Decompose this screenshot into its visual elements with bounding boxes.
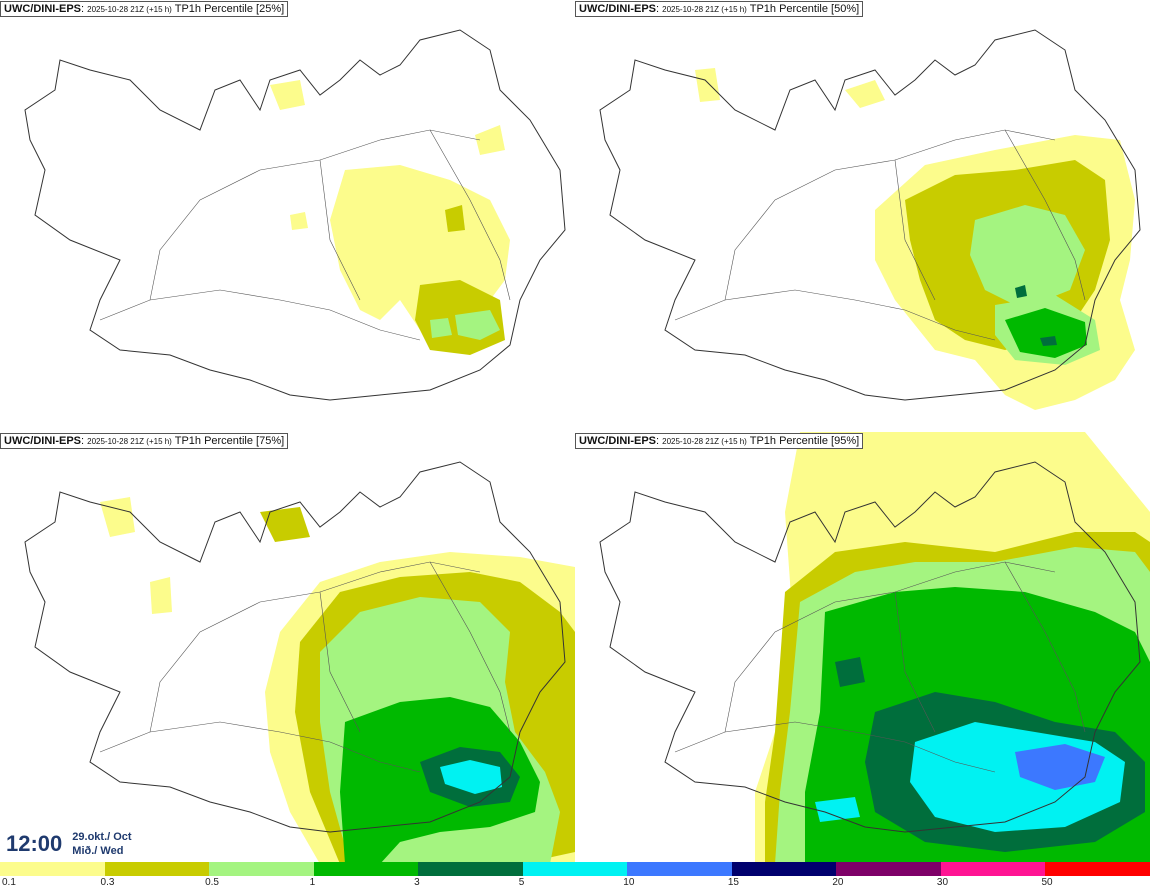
legend-swatch (940, 862, 1046, 876)
roads (99, 561, 511, 773)
run-time: 2025-10-28 21Z (+15 h) (662, 437, 747, 446)
roads (674, 561, 1086, 773)
valid-time-box: 12:00 29.okt./ Oct Mið./ Wed (0, 826, 136, 862)
legend-swatch (104, 862, 210, 876)
legend-tick-label: 10 (623, 877, 635, 888)
panel-title: UWC/DINI-EPS: 2025-10-28 21Z (+15 h) TP1… (0, 433, 289, 449)
legend-tick-label: 20 (832, 877, 844, 888)
legend-bar (0, 862, 1150, 876)
map-panel-p25: UWC/DINI-EPS: 2025-10-28 21Z (+15 h) TP1… (0, 0, 575, 432)
coastline (599, 461, 1141, 833)
legend-tick-label: 3 (414, 877, 420, 888)
coastline (24, 29, 566, 401)
field-label: TP1h Percentile [25%] (174, 3, 285, 15)
precip-field (270, 80, 510, 355)
legend-tick-label: 5 (518, 877, 525, 888)
precip-field (755, 432, 1150, 864)
valid-date-line2: Mið./ Wed (72, 845, 124, 857)
coastline (24, 461, 566, 833)
legend-tick-label: 0.5 (205, 877, 219, 888)
panel-title: UWC/DINI-EPS: 2025-10-28 21Z (+15 h) TP1… (0, 1, 289, 17)
legend-swatch (209, 862, 314, 876)
valid-date-line1: 29.okt./ Oct (72, 831, 132, 843)
map-panel-p75: UWC/DINI-EPS: 2025-10-28 21Z (+15 h) TP1… (0, 432, 575, 864)
field-label: TP1h Percentile [75%] (174, 435, 285, 447)
legend-tick-label: 30 (936, 877, 949, 888)
legend-tick-label: 15 (727, 877, 739, 888)
model-name: UWC/DINI-EPS (4, 435, 81, 447)
legend-swatch (0, 862, 105, 876)
panel-title: UWC/DINI-EPS: 2025-10-28 21Z (+15 h) TP1… (575, 433, 864, 449)
legend-tick-label: 1 (309, 877, 316, 888)
legend-swatch (1045, 862, 1150, 876)
legend-swatch (313, 862, 419, 876)
roads (99, 129, 511, 341)
model-name: UWC/DINI-EPS (4, 3, 81, 15)
coastline (599, 29, 1141, 401)
legend-swatch (836, 862, 941, 876)
run-time: 2025-10-28 21Z (+15 h) (87, 5, 172, 14)
precip-map-p50 (599, 29, 1141, 410)
precip-field (100, 497, 575, 864)
legend-swatch (522, 862, 628, 876)
run-time: 2025-10-28 21Z (+15 h) (87, 437, 172, 446)
legend-tick-label: 0.3 (100, 877, 115, 888)
roads (674, 129, 1086, 341)
panel-divider (575, 0, 576, 862)
legend-tick-label: 50 (1041, 877, 1053, 888)
valid-time: 12:00 (6, 831, 63, 856)
legend-swatch (731, 862, 837, 876)
legend-swatch (627, 862, 732, 876)
color-legend: 0.1 0.3 0.5 1 3 5 10 15 20 30 50 (0, 862, 1150, 891)
map-panel-p50: UWC/DINI-EPS: 2025-10-28 21Z (+15 h) TP1… (575, 0, 1150, 432)
field-label: TP1h Percentile [95%] (749, 435, 860, 447)
precip-map-p25 (24, 29, 566, 401)
precip-map-p95 (599, 432, 1150, 864)
legend-tick-label: 0.1 (2, 877, 16, 888)
run-time: 2025-10-28 21Z (+15 h) (662, 5, 747, 14)
field-label: TP1h Percentile [50%] (749, 3, 860, 15)
valid-date: 29.okt./ Oct Mið./ Wed (72, 830, 131, 858)
map-panel-p95: UWC/DINI-EPS: 2025-10-28 21Z (+15 h) TP1… (575, 432, 1150, 864)
legend-swatch (418, 862, 523, 876)
model-name: UWC/DINI-EPS (579, 435, 656, 447)
model-name: UWC/DINI-EPS (579, 3, 656, 15)
precip-map-p75 (24, 461, 575, 864)
precip-field (695, 68, 1135, 410)
panel-title: UWC/DINI-EPS: 2025-10-28 21Z (+15 h) TP1… (575, 1, 864, 17)
